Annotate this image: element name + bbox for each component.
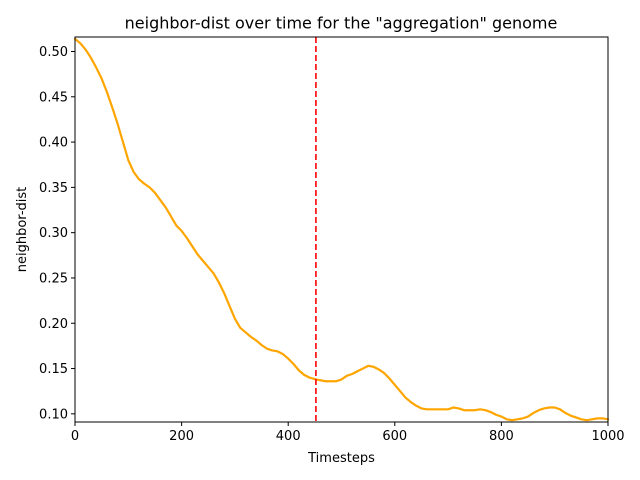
y-tick-label: 0.50 bbox=[39, 45, 68, 60]
y-tick-label: 0.25 bbox=[39, 271, 68, 286]
series-line-0 bbox=[73, 37, 610, 422]
y-tick-label: 0.10 bbox=[39, 407, 68, 422]
x-tick-label: 600 bbox=[382, 429, 407, 444]
chart-title: neighbor-dist over time for the "aggrega… bbox=[125, 14, 558, 33]
y-axis: 0.10 0.15 0.20 0.25 0.30 0.35 0.40 0.45 0.50 bbox=[39, 45, 75, 422]
x-axis-title: Timesteps bbox=[307, 451, 375, 466]
y-tick-label: 0.20 bbox=[39, 317, 68, 332]
y-tick-label: 0.45 bbox=[39, 90, 68, 105]
x-tick-label: 200 bbox=[169, 429, 194, 444]
x-tick-label: 800 bbox=[489, 429, 514, 444]
plot-area bbox=[73, 37, 610, 422]
y-tick-label: 0.35 bbox=[39, 181, 68, 196]
x-tick-label: 400 bbox=[276, 429, 301, 444]
x-axis: 0 200 400 600 800 1000 bbox=[71, 422, 625, 444]
y-tick-label: 0.15 bbox=[39, 362, 68, 377]
y-axis-title: neighbor-dist bbox=[15, 187, 30, 272]
x-tick-label: 0 bbox=[71, 429, 79, 444]
y-tick-label: 0.30 bbox=[39, 226, 68, 241]
x-tick-label: 1000 bbox=[591, 429, 624, 444]
y-tick-label: 0.40 bbox=[39, 136, 68, 151]
axes-frame bbox=[74, 36, 609, 423]
